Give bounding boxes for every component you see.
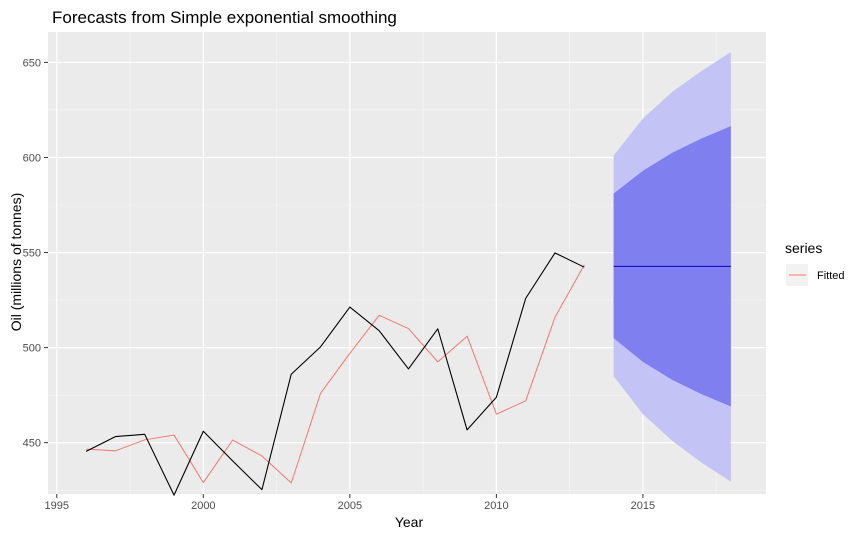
y-axis-title: Oil (millions of tonnes) (8, 193, 24, 332)
y-tick-label: 500 (23, 343, 41, 355)
x-axis-title: Year (395, 514, 424, 530)
y-tick-label: 600 (23, 152, 41, 164)
x-tick-label: 2010 (484, 500, 508, 512)
legend: series Fitted (785, 240, 845, 286)
y-axis-ticks: 450 500 550 600 650 (23, 57, 48, 450)
series-lines (85, 252, 731, 496)
fitted-line (86, 264, 585, 484)
y-tick-label: 650 (23, 57, 41, 69)
legend-title: series (785, 240, 822, 256)
y-tick-label: 550 (23, 248, 41, 260)
x-axis-ticks: 1995 2000 2005 2010 2015 (45, 494, 655, 512)
y-tick-label: 450 (23, 438, 41, 450)
chart-title: Forecasts from Simple exponential smooth… (52, 8, 397, 27)
legend-label-fitted: Fitted (817, 270, 845, 282)
oil-line (85, 252, 585, 496)
x-tick-label: 2000 (191, 500, 215, 512)
x-tick-label: 2005 (338, 500, 362, 512)
x-tick-label: 1995 (45, 500, 69, 512)
x-tick-label: 2015 (631, 500, 655, 512)
